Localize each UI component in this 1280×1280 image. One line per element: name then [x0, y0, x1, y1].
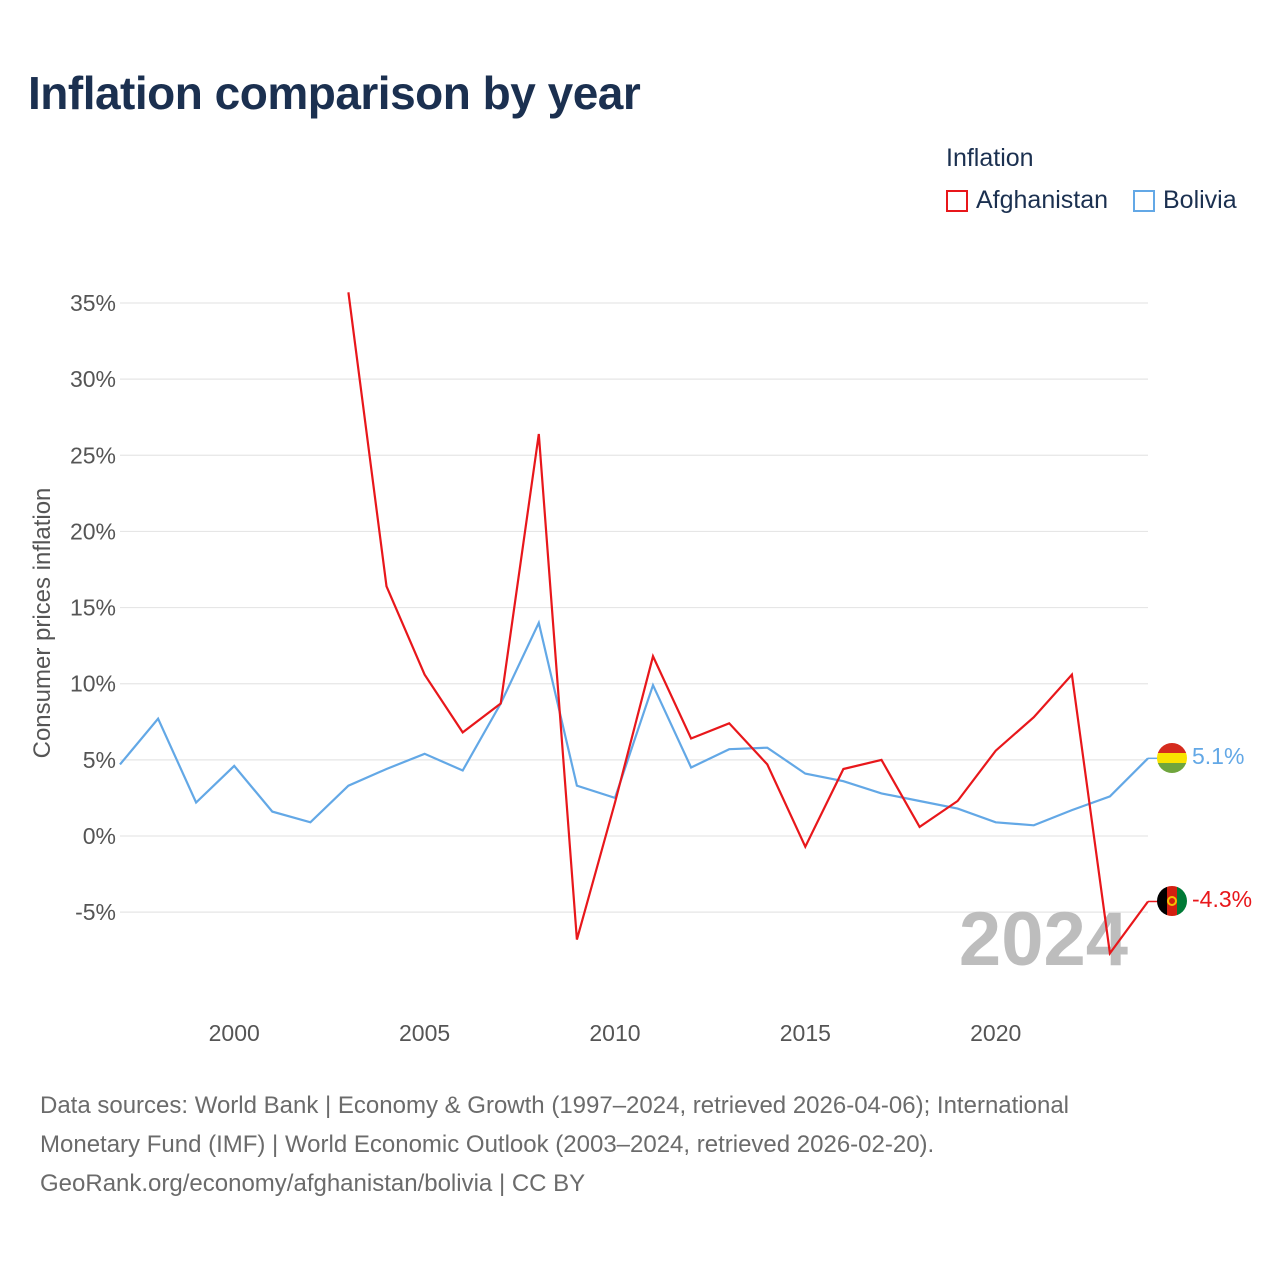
source-line-2: Monetary Fund (IMF) | World Economic Out…: [40, 1131, 935, 1158]
legend-item-afghanistan[interactable]: Afghanistan: [946, 186, 1108, 215]
afghanistan-end-label: -4.3%: [1192, 886, 1252, 912]
x-tick-label: 2005: [399, 1020, 450, 1046]
bolivia-end-label: 5.1%: [1192, 743, 1244, 769]
source-line-3[interactable]: GeoRank.org/economy/afghanistan/bolivia …: [40, 1170, 586, 1197]
x-tick-label: 2015: [780, 1020, 831, 1046]
x-tick-label: 2000: [209, 1020, 260, 1046]
y-tick-label: 10%: [70, 671, 116, 697]
y-axis-label: Consumer prices inflation: [29, 488, 56, 759]
series-line-bolivia[interactable]: [119, 619, 1149, 827]
x-tick-label: 2010: [589, 1020, 640, 1046]
y-tick-label: 35%: [70, 290, 116, 316]
chart-title: Inflation comparison by year: [28, 67, 641, 119]
y-tick-label: 0%: [83, 823, 116, 849]
line-chart: -5%0%5%10%15%20%25%30%35% 2000 2005 2010 20…: [29, 290, 1252, 1046]
y-tick-label: -5%: [75, 899, 116, 925]
legend-label-afghanistan: Afghanistan: [976, 186, 1109, 214]
y-tick-label: 15%: [70, 595, 116, 621]
y-tick-label: 25%: [70, 442, 116, 468]
legend-swatch-bolivia: [1133, 189, 1155, 212]
series-line-afghanistan[interactable]: [347, 292, 1149, 957]
data-source-note: Data sources: World Bank | Economy & Gro…: [40, 1086, 1180, 1203]
year-marker: 2024: [959, 897, 1128, 982]
legend-item-bolivia[interactable]: Bolivia: [1133, 186, 1237, 215]
x-axis-ticks: 2000 2005 2010 2015 2020: [209, 1020, 1022, 1046]
source-line-1: Data sources: World Bank | Economy & Gro…: [40, 1092, 1070, 1119]
y-tick-label: 30%: [70, 366, 116, 392]
y-axis-ticks: -5% 0% 5% 10% 15% 20% 25% 30% 35%: [70, 290, 116, 925]
series-lines: [119, 292, 1158, 957]
y-tick-label: 5%: [83, 747, 116, 773]
grid: [120, 302, 1148, 913]
legend-label-bolivia: Bolivia: [1163, 186, 1237, 214]
legend-title: Inflation: [946, 144, 1034, 172]
afghanistan-flag-icon: [1157, 886, 1187, 916]
bolivia-flag-icon: [1157, 743, 1187, 773]
x-tick-label: 2020: [970, 1020, 1021, 1046]
y-tick-label: 20%: [70, 518, 116, 544]
legend-swatch-afghanistan: [946, 189, 968, 212]
